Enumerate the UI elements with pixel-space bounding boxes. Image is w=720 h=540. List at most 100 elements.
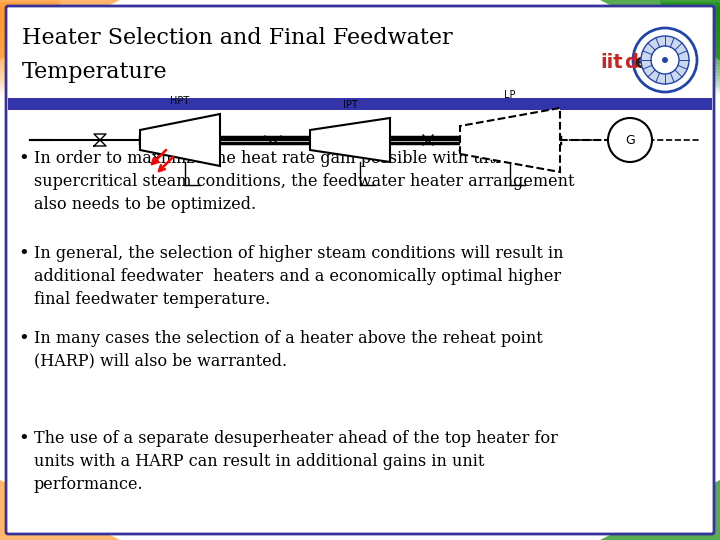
Bar [677,25,720,36]
Bar [703,64,720,75]
Circle shape [633,28,697,92]
Bar [718,87,720,97]
Bar [697,56,720,65]
FancyBboxPatch shape [6,6,714,534]
Bar [700,60,720,70]
Bar [0,6,56,16]
Text: In general, the selection of higher steam conditions will result in
additional f: In general, the selection of higher stea… [34,245,564,308]
Text: •: • [18,330,29,348]
Text: In many cases the selection of a heater above the reheat point
(HARP) will also : In many cases the selection of a heater … [34,330,543,370]
Text: The use of a separate desuperheater ahead of the top heater for
units with a HAR: The use of a separate desuperheater ahea… [34,430,558,492]
Bar [684,36,720,46]
Bar [717,85,720,96]
Bar [689,44,720,53]
Bar [680,30,720,40]
Bar [709,73,720,84]
Bar [0,33,38,43]
Text: •: • [18,245,29,263]
Bar [0,2,59,11]
Polygon shape [0,480,120,540]
Bar [663,4,720,15]
Bar [687,40,720,51]
Polygon shape [600,0,720,60]
Bar [8,98,712,110]
Bar [660,0,720,10]
Bar [708,72,720,82]
Bar [0,46,29,57]
Text: Heater Selection and Final Feedwater: Heater Selection and Final Feedwater [22,27,453,49]
Bar [665,8,720,17]
Circle shape [662,57,668,63]
Bar [0,62,19,71]
Bar [0,71,13,80]
Bar [0,17,49,26]
Bar [694,51,720,61]
Bar [713,79,720,90]
Bar [0,27,42,37]
Bar [715,83,720,92]
Bar [712,78,720,88]
Bar [0,52,25,63]
Bar [0,64,17,75]
Bar [661,2,720,11]
Bar [672,18,720,28]
Bar [0,10,53,21]
Text: IPT: IPT [343,100,357,110]
Text: d: d [624,53,638,72]
Bar [0,89,1,98]
Bar [0,54,24,64]
Bar [705,68,720,78]
Bar [676,24,720,34]
Bar [0,37,35,48]
Bar [0,84,4,94]
Bar [675,23,720,32]
Bar [0,0,60,10]
Circle shape [641,36,689,84]
Bar [667,10,720,21]
Bar [0,77,9,86]
Polygon shape [460,108,560,172]
Text: •: • [18,150,29,168]
Bar [0,81,6,91]
Bar [0,75,10,85]
Circle shape [608,118,652,162]
Bar [0,24,44,34]
Bar [0,25,43,36]
Bar [0,51,26,61]
Bar [719,89,720,98]
Bar [0,31,39,42]
Bar [0,56,23,65]
Bar [0,73,11,84]
Bar [682,33,720,43]
Bar [0,66,16,76]
Bar [714,81,720,91]
Bar [707,71,720,80]
Bar [0,63,18,73]
Bar [0,57,22,67]
Bar [698,57,720,67]
Bar [699,58,720,69]
Bar [0,39,34,49]
Bar [0,3,58,13]
Bar [691,46,720,57]
Bar [0,69,14,79]
Polygon shape [0,0,120,60]
Bar [666,9,720,19]
Bar [664,6,720,16]
Text: •: • [18,430,29,448]
Bar [0,85,3,96]
Bar [662,3,720,13]
Bar [0,78,8,88]
Bar [716,84,720,94]
Bar [0,87,2,97]
Bar [0,68,15,78]
Bar [0,15,50,25]
Bar [0,44,31,53]
Bar [0,21,46,31]
Bar [0,48,28,58]
Bar [690,45,720,55]
Text: HPT: HPT [171,96,189,106]
Bar [0,29,41,38]
Bar [0,35,37,44]
Text: iit: iit [600,53,623,72]
